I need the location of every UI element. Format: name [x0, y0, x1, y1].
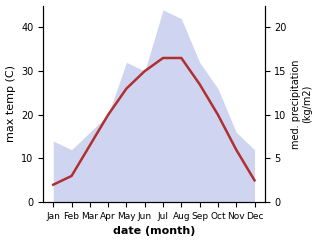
X-axis label: date (month): date (month) [113, 227, 195, 236]
Y-axis label: med. precipitation
(kg/m2): med. precipitation (kg/m2) [291, 59, 313, 149]
Y-axis label: max temp (C): max temp (C) [5, 65, 16, 142]
